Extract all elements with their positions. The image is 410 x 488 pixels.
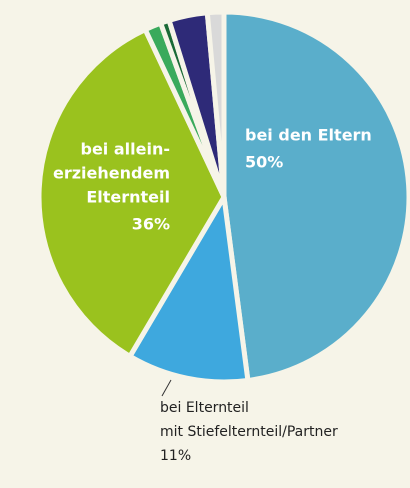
value-label: 50%: [245, 153, 283, 172]
leader-line: [161, 379, 172, 397]
pie-slice: [126, 189, 251, 385]
slice-label: bei den Eltern: [245, 126, 372, 145]
slice-label: bei allein-: [81, 140, 171, 159]
slice-label: erziehendem: [53, 164, 170, 183]
value-label: 11%: [160, 448, 191, 464]
slice-label: bei Elternteil: [160, 400, 249, 416]
value-label: 36%: [132, 215, 170, 234]
pie-slice: [221, 9, 410, 384]
slice-label: mit Stiefelternteil/Partner: [160, 424, 338, 440]
pie-slice: [204, 9, 227, 198]
slice-label: Elternteil: [86, 188, 170, 207]
pie-slice: [36, 26, 227, 360]
